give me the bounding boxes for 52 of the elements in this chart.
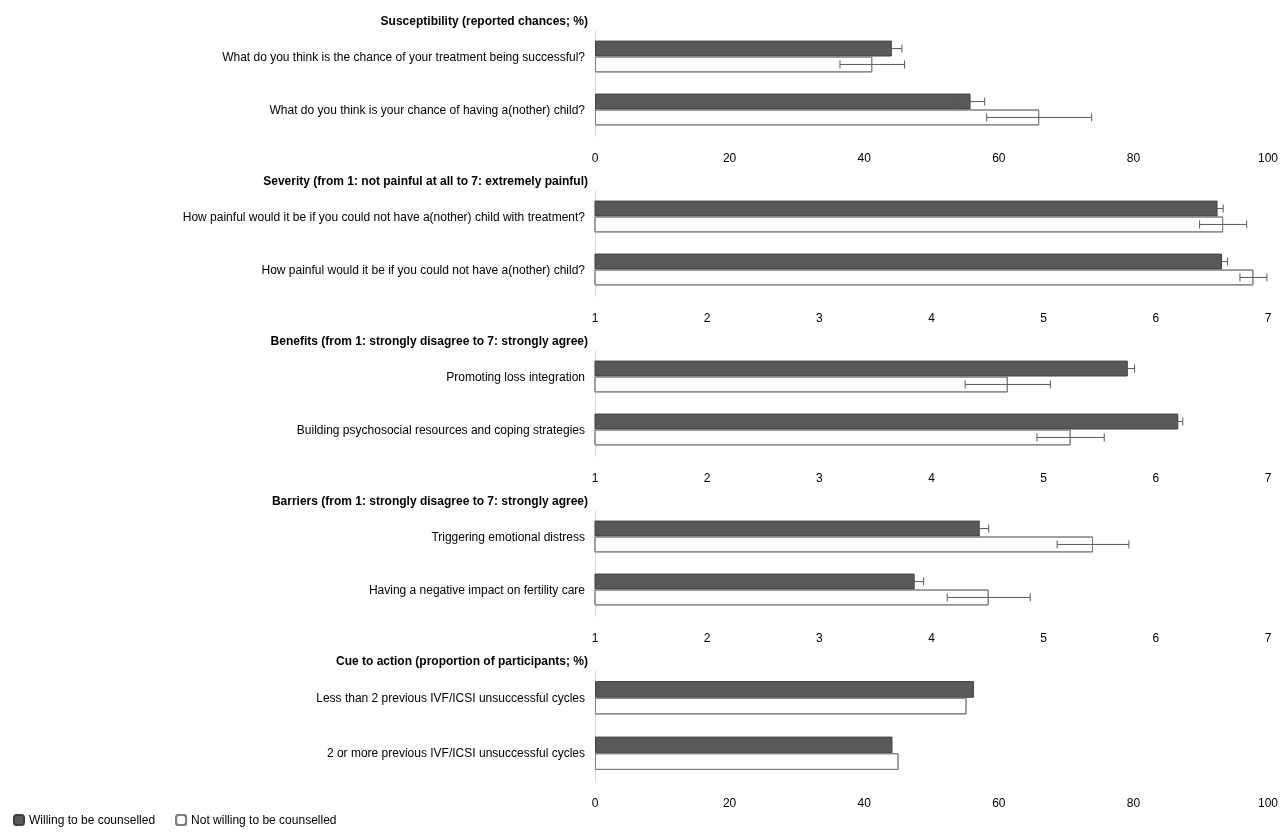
y-tick-label: Having a negative impact on fertility care: [368, 582, 586, 597]
y-tick-label: 2 or more previous IVF/ICSI unsuccessful cycles: [326, 746, 585, 761]
x-tick-label: 60: [992, 796, 1006, 810]
x-tick-label: 7: [1264, 471, 1272, 485]
x-tick-label: 40: [857, 796, 872, 810]
x-tick-label: 5: [1040, 631, 1048, 645]
x-tick-label: 3: [815, 631, 823, 645]
text: Benefits (from 1: strongly disagree to 7: strongly agree): [270, 334, 588, 348]
x-tick-label: 1: [591, 471, 599, 485]
x-tick-label: 5: [1040, 471, 1048, 485]
text: Barriers (from 1: strongly disagree to 7: strongly agree): [271, 494, 588, 508]
x-tick-label: 80: [1126, 151, 1141, 165]
x-tick-label: 6: [1152, 471, 1160, 485]
x-tick-label: 5: [1040, 311, 1048, 325]
y-tick-label: How painful would it be if you could not have a(nother) child with treatment?: [182, 209, 586, 224]
x-tick-label: 80: [1126, 796, 1141, 810]
y-tick-label: Promoting loss integration: [446, 369, 585, 384]
y-tick-label: How painful would it be if you could not have a(nother) child?: [261, 262, 586, 277]
x-tick-label: 2: [703, 631, 711, 645]
x-tick-label: 1: [591, 631, 599, 645]
x-tick-label: 3: [815, 471, 823, 485]
text: Cue to action (proportion of participants; %): [336, 654, 588, 668]
x-tick-label: 4: [928, 471, 936, 485]
y-tick-label: What do you think is your chance of having a(nother) child?: [269, 102, 586, 117]
x-tick-label: 4: [928, 311, 936, 325]
x-tick-label: 6: [1152, 631, 1160, 645]
x-tick-label: 6: [1152, 311, 1160, 325]
x-tick-label: 60: [992, 151, 1006, 165]
x-tick-label: 3: [815, 311, 823, 325]
x-tick-label: 0: [591, 151, 599, 165]
y-tick-label: Building psychosocial resources and coping strategies: [296, 422, 585, 437]
x-tick-label: 7: [1264, 311, 1272, 325]
x-tick-label: 100: [1257, 151, 1279, 165]
legend-label: Not willing to be counselled: [191, 813, 337, 827]
bar: [595, 681, 974, 698]
legend-label: Willing to be counselled: [29, 813, 156, 827]
x-tick-label: 20: [722, 796, 737, 810]
text: Susceptibility (reported chances; %): [380, 14, 588, 28]
x-tick-label: 4: [928, 631, 936, 645]
x-tick-label: 20: [722, 151, 737, 165]
x-tick-label: 40: [857, 151, 872, 165]
x-tick-label: 1: [591, 311, 599, 325]
y-tick-label: What do you think is the chance of your treatment being successful?: [222, 49, 586, 64]
y-tick-label: Less than 2 previous IVF/ICSI unsuccessful cycles: [316, 690, 585, 705]
x-tick-label: 0: [591, 796, 599, 810]
x-tick-label: 100: [1257, 796, 1279, 810]
x-tick-label: 2: [703, 471, 711, 485]
x-tick-label: 2: [703, 311, 711, 325]
x-tick-label: 7: [1264, 631, 1272, 645]
y-tick-label: Triggering emotional distress: [431, 529, 585, 544]
bar: [595, 736, 893, 754]
text: Severity (from 1: not painful at all to 7: extremely painful): [263, 174, 588, 188]
